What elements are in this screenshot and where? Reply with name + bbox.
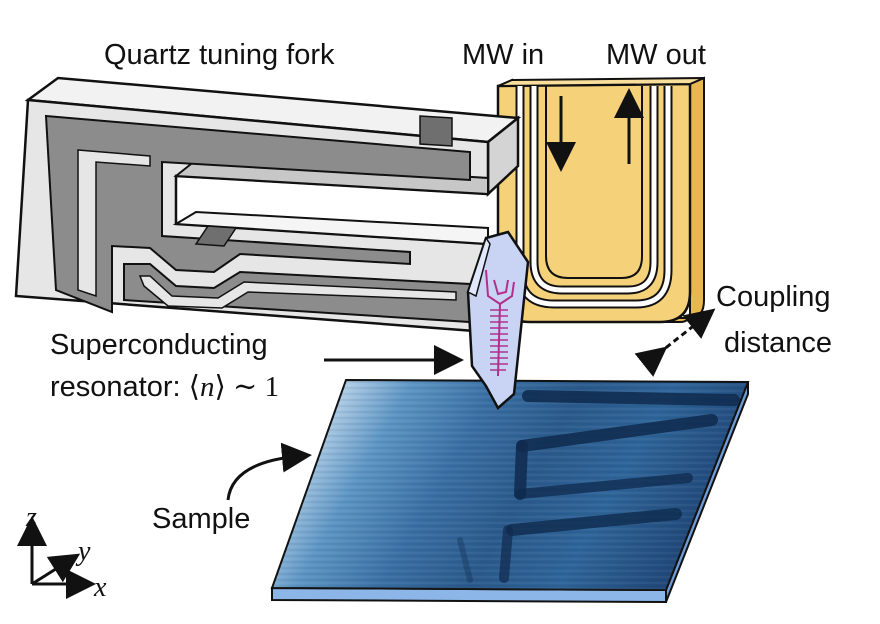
label-sample: Sample (152, 503, 250, 535)
resonator-chip (466, 230, 530, 410)
label-mw-out: MW out (606, 39, 706, 71)
label-distance: distance (724, 327, 832, 359)
label-resonator-n: n (200, 371, 215, 403)
label-mw-in: MW in (462, 39, 544, 71)
label-resonator-open: ⟨ (189, 371, 200, 403)
mw-feedline (496, 76, 705, 324)
y-axis-arrow (31, 553, 81, 586)
sample-comb-feature (457, 390, 740, 583)
label-coupling: Coupling (716, 281, 830, 313)
sample (270, 378, 750, 604)
coordinate-axes: z y x (17, 502, 107, 603)
quartz-tuning-fork (14, 76, 522, 334)
label-superconducting: Superconducting (50, 329, 268, 361)
axis-label-x: x (93, 572, 107, 603)
coupling-distance-arrow (634, 308, 716, 377)
label-resonator-close: ⟩ ∼ 1 (214, 371, 279, 403)
label-resonator: resonator: ⟨n⟩ ∼ 1 (50, 371, 279, 403)
label-tuning-fork: Quartz tuning fork (104, 39, 335, 71)
axis-label-z: z (25, 502, 37, 533)
sample-pointer-arrow (226, 442, 312, 501)
label-resonator-prefix: resonator: (50, 371, 189, 403)
axis-label-y: y (75, 536, 91, 567)
